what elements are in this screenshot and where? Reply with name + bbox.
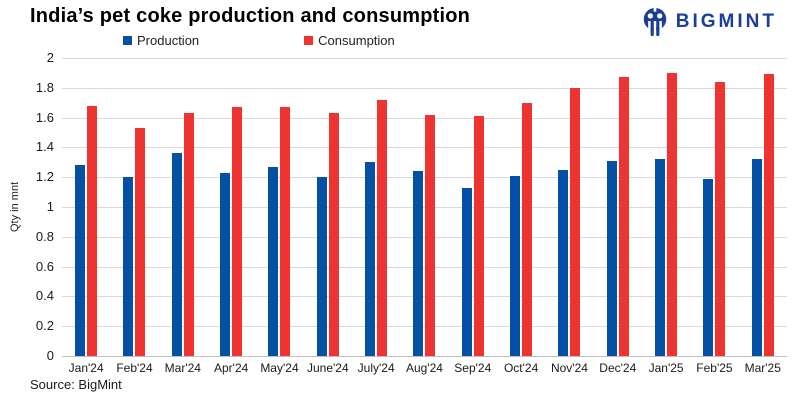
- bar-production: [316, 177, 327, 356]
- bar-group-july-24: [352, 58, 400, 356]
- bar-production: [365, 162, 376, 356]
- bar-consumption: [667, 72, 678, 356]
- y-tick-label: 0.4: [35, 288, 54, 304]
- bars-layer: [62, 58, 787, 356]
- legend-label: Production: [137, 33, 200, 48]
- bar-group-mar-24: [159, 58, 207, 356]
- x-axis-label: Apr'24: [213, 361, 249, 375]
- bar-production: [75, 165, 86, 356]
- bigmint-logo-icon: [640, 6, 670, 38]
- bar-consumption: [280, 107, 291, 356]
- bar-consumption: [715, 81, 726, 356]
- bar-group-feb-24: [110, 58, 158, 356]
- bigmint-logo: BIGMINT: [640, 6, 777, 38]
- x-axis-label: Nov'24: [550, 361, 588, 375]
- bar-group-jan-25: [642, 58, 690, 356]
- bar-group-dec-24: [594, 58, 642, 356]
- gridline: [62, 117, 787, 119]
- x-axis-label: Jan'24: [68, 361, 104, 375]
- x-axis-label: Mar'24: [164, 361, 201, 375]
- bar-group-oct-24: [497, 58, 545, 356]
- bar-production: [510, 175, 521, 356]
- gridline: [62, 236, 787, 238]
- bigmint-logo-text: BIGMINT: [675, 11, 777, 32]
- gridline: [62, 207, 787, 208]
- x-axis-label: Jan'25: [648, 361, 684, 375]
- bar-group-feb-25: [690, 58, 738, 356]
- legend-swatch-production: [123, 36, 132, 45]
- bar-production: [123, 177, 134, 356]
- y-axis: 0 0.2 0.4 0.6 0.8 1 1.2 1.4 1.6 1.8 2: [0, 50, 54, 363]
- plot-area: [62, 58, 787, 357]
- gridline: [62, 266, 787, 268]
- bar-consumption: [377, 99, 388, 356]
- bar-production: [703, 178, 714, 356]
- gridline: [62, 326, 787, 328]
- bar-group-sep-24: [449, 58, 497, 356]
- x-axis-label: Mar'25: [744, 361, 781, 375]
- bar-production: [655, 159, 666, 356]
- bar-group-may-24: [255, 58, 303, 356]
- bar-consumption: [522, 102, 533, 356]
- bar-consumption: [328, 113, 339, 356]
- gridline: [62, 87, 787, 89]
- y-tick-label: 1.8: [35, 79, 54, 95]
- y-tick-label: 1.2: [35, 169, 54, 185]
- bar-group-mar-25: [739, 58, 787, 356]
- x-axis-label: Feb'24: [116, 361, 153, 375]
- legend: Production Consumption: [123, 33, 395, 48]
- legend-item-consumption: Consumption: [304, 33, 395, 48]
- y-tick-label: 1.6: [35, 109, 54, 125]
- bar-consumption: [425, 114, 436, 356]
- chart-title: India’s pet coke production and consumpt…: [30, 5, 471, 27]
- bar-group-apr-24: [207, 58, 255, 356]
- x-axis-label: June'24: [306, 361, 349, 375]
- legend-item-production: Production: [123, 33, 199, 48]
- bar-consumption: [570, 87, 581, 356]
- x-axis-label: Aug'24: [405, 361, 443, 375]
- bar-production: [220, 172, 231, 356]
- bar-consumption: [87, 105, 98, 356]
- source-note: Source: BigMint: [30, 377, 122, 392]
- legend-swatch-consumption: [304, 36, 314, 45]
- x-axis-label: Oct'24: [503, 361, 539, 375]
- bar-group-jan-24: [62, 58, 110, 356]
- gridline: [62, 177, 787, 179]
- x-axis-label: July'24: [357, 361, 395, 375]
- bar-group-nov-24: [545, 58, 593, 356]
- bar-production: [558, 169, 569, 356]
- y-tick-label: 2: [46, 50, 54, 65]
- x-axis-label: Feb'25: [696, 361, 733, 375]
- bar-consumption: [183, 113, 194, 356]
- bar-production: [413, 171, 424, 356]
- bar-production: [606, 160, 617, 356]
- bar-consumption: [135, 128, 146, 356]
- x-axis-label: Sep'24: [454, 361, 492, 375]
- y-tick-label: 1.4: [35, 139, 54, 155]
- bar-production: [171, 153, 182, 356]
- bar-consumption: [473, 116, 484, 356]
- bar-consumption: [763, 74, 774, 356]
- bar-group-aug-24: [400, 58, 448, 356]
- bar-group-june-24: [304, 58, 352, 356]
- bar-consumption: [618, 77, 629, 356]
- y-tick-label: 0: [46, 348, 54, 363]
- bar-production: [268, 166, 279, 356]
- bar-production: [461, 187, 472, 356]
- gridline: [62, 147, 787, 149]
- bar-production: [751, 159, 762, 356]
- y-tick-label: 0.6: [35, 258, 54, 274]
- x-axis-label: Dec'24: [599, 361, 637, 375]
- bar-consumption: [232, 107, 243, 356]
- x-axis: Jan'24 Feb'24 Mar'24 Apr'24 May'24 June'24 Jul…: [62, 361, 787, 375]
- x-axis-label: May'24: [260, 361, 299, 375]
- y-tick-label: 1: [46, 199, 54, 214]
- gridline: [62, 296, 787, 298]
- gridline: [62, 58, 787, 59]
- y-tick-label: 0.2: [35, 318, 54, 334]
- y-tick-label: 0.8: [35, 228, 54, 244]
- legend-label: Consumption: [318, 33, 395, 48]
